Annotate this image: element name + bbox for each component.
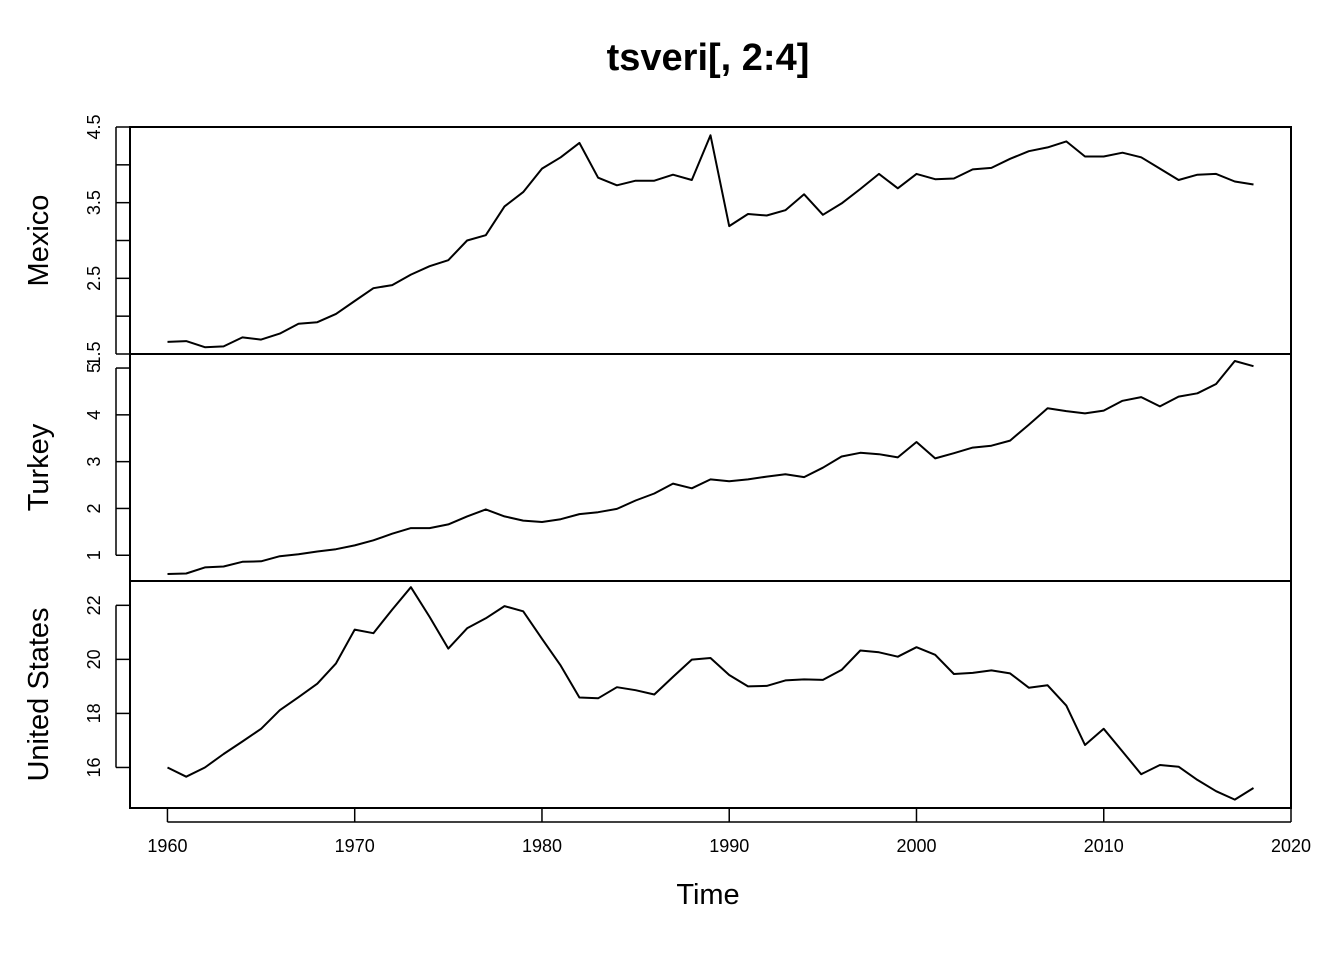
x-tick-label: 1980: [522, 836, 562, 856]
x-tick-label: 1990: [709, 836, 749, 856]
y-tick-label-united-states: 16: [84, 757, 104, 777]
y-tick-label-turkey: 3: [84, 457, 104, 467]
panel-mexico: 1.5 2.5 3.5 4.5 Mexico: [23, 114, 1292, 367]
x-axis: 1960 1970 1980 1990 2000 2010 2020: [147, 808, 1311, 856]
x-tick-label: 2010: [1084, 836, 1124, 856]
panel-label-mexico: Mexico: [23, 195, 55, 287]
chart-title: tsveri[, 2:4]: [607, 37, 810, 79]
panel-united-states: 16 18 20 22 United States: [23, 580, 1292, 809]
x-axis-label: Time: [676, 879, 739, 911]
y-tick-label-turkey: 4: [84, 410, 104, 420]
x-tick-label: 2000: [896, 836, 936, 856]
y-tick-label-turkey: 1: [84, 550, 104, 560]
y-tick-label-turkey: 5: [84, 363, 104, 373]
panels: 1.5 2.5 3.5 4.5 Mexico 1 2 3 4 5 Turkey 16 18 20 22 Uni…: [23, 114, 1292, 809]
panel-frame-turkey: [129, 353, 1292, 582]
panel-turkey: 1 2 3 4 5 Turkey: [23, 353, 1292, 582]
series-line-mexico: [167, 134, 1254, 349]
y-tick-label-united-states: 20: [84, 649, 104, 669]
panel-frame-united-states: [129, 580, 1292, 809]
y-tick-label-united-states: 22: [84, 595, 104, 615]
y-tick-label-mexico: 4.5: [84, 114, 104, 139]
panel-frame-mexico: [129, 126, 1292, 355]
series-line-turkey: [167, 360, 1254, 575]
x-tick-label: 1970: [335, 836, 375, 856]
series-line-united-states: [167, 586, 1255, 801]
y-tick-label-turkey: 2: [84, 503, 104, 513]
x-tick-label: 1960: [147, 836, 187, 856]
panel-label-united-states: United States: [23, 607, 55, 781]
y-tick-label-mexico: 3.5: [84, 190, 104, 215]
panel-label-turkey: Turkey: [23, 423, 55, 511]
y-tick-label-mexico: 2.5: [84, 266, 104, 291]
x-tick-label: 2020: [1271, 836, 1311, 856]
y-tick-label-united-states: 18: [84, 703, 104, 723]
y-tick-label-mexico: 1.5: [84, 341, 104, 366]
